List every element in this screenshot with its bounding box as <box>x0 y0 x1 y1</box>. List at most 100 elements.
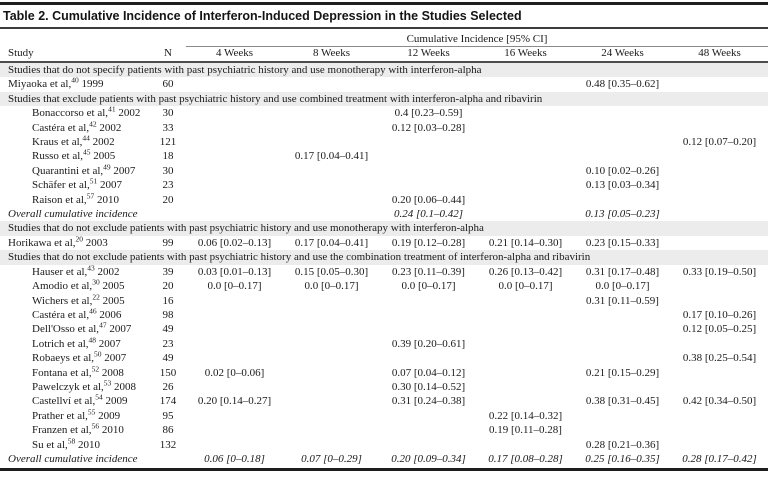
value-cell <box>671 207 768 221</box>
spacer-cell <box>0 29 150 46</box>
n-cell: 20 <box>162 280 174 293</box>
overall-incidence-row: Overall cumulative incidence 0.24 [0.1–0.… <box>0 207 768 221</box>
value-cell <box>380 294 477 308</box>
value-cell <box>186 351 283 365</box>
col-header-8-weeks: 8 Weeks <box>283 46 380 63</box>
value-cell: 0.12 [0.07–0.20] <box>682 136 757 149</box>
value-cell: 0.4 [0.23–0.59] <box>394 107 463 120</box>
n-cell: 23 <box>162 179 174 192</box>
value-cell <box>380 149 477 163</box>
study-row: Amodio et al,30 2005 20 0.0 [0–0.17] 0.0 [0… <box>0 279 768 293</box>
reference-superscript: 51 <box>89 178 98 186</box>
value-cell <box>186 135 283 149</box>
study-row: Prather et al,55 2009 95 0.22 [0.14–0.32] <box>0 409 768 423</box>
reference-superscript: 30 <box>92 279 100 287</box>
study-cell: Bonaccorso et al,41 2002 <box>32 106 141 120</box>
value-cell <box>477 337 574 351</box>
value-cell <box>380 77 477 91</box>
value-cell: 0.31 [0.24–0.38] <box>391 395 466 408</box>
value-cell: 0.30 [0.14–0.52] <box>391 380 466 393</box>
n-cell: 98 <box>162 308 174 321</box>
value-cell: 0.23 [0.15–0.33] <box>585 236 660 249</box>
study-cell: Robaeys et al,50 2007 <box>32 351 127 365</box>
value-cell: 0.22 [0.14–0.32] <box>488 409 563 422</box>
col-header-4-weeks: 4 Weeks <box>186 46 283 63</box>
reference-superscript: 48 <box>88 336 97 345</box>
value-cell <box>477 149 574 163</box>
study-cell: Russo et al,45 2005 <box>32 149 116 163</box>
value-cell <box>186 207 283 221</box>
value-cell <box>186 193 283 207</box>
value-cell <box>186 121 283 135</box>
value-cell <box>380 178 477 192</box>
study-row: Quarantini et al,49 2007 30 0.10 [0.02–0.2… <box>0 164 768 178</box>
value-cell <box>283 409 380 423</box>
value-cell <box>283 394 380 408</box>
value-cell: 0.13 [0.03–0.34] <box>585 179 660 192</box>
study-row: Hauser et al,43 2002 39 0.03 [0.01–0.13] 0.… <box>0 265 768 279</box>
value-cell <box>477 121 574 135</box>
value-cell <box>574 106 671 120</box>
value-cell <box>574 337 671 351</box>
section-header-row: Studies that do not exclude patients wit… <box>0 221 768 236</box>
study-cell: Overall cumulative incidence <box>8 452 138 465</box>
value-cell: 0.12 [0.05–0.25] <box>682 323 757 336</box>
value-cell <box>380 438 477 452</box>
study-row: Bonaccorso et al,41 2002 30 0.4 [0.23–0.59… <box>0 106 768 120</box>
n-cell: 23 <box>162 337 174 350</box>
value-cell <box>671 337 768 351</box>
study-cell: Horikawa et al,20 2003 <box>8 235 108 249</box>
value-cell <box>477 294 574 308</box>
value-cell <box>574 351 671 365</box>
value-cell <box>283 164 380 178</box>
study-cell: Prather et al,55 2009 <box>32 408 121 422</box>
value-cell <box>574 193 671 207</box>
study-cell: Raison et al,57 2010 <box>32 192 119 206</box>
value-cell: 0.06 [0–0.18] <box>204 452 265 465</box>
value-cell: 0.28 [0.21–0.36] <box>585 438 660 451</box>
value-cell: 0.25 [0.16–0.35] <box>585 452 660 465</box>
value-cell: 0.0 [0–0.17] <box>207 280 262 293</box>
study-row: Castéra et al,42 2002 33 0.12 [0.03–0.28] <box>0 121 768 135</box>
value-cell <box>671 193 768 207</box>
study-row: Schäfer et al,51 2007 23 0.13 [0.03–0.34] <box>0 178 768 192</box>
section-header: Studies that do not specify patients wit… <box>0 62 768 78</box>
value-cell <box>671 409 768 423</box>
value-cell: 0.23 [0.11–0.39] <box>392 265 465 278</box>
column-header-row: Study N 4 Weeks 8 Weeks 12 Weeks 16 Week… <box>0 46 768 63</box>
value-cell <box>283 106 380 120</box>
value-cell <box>574 423 671 437</box>
value-cell: 0.19 [0.12–0.28] <box>391 236 466 249</box>
n-cell <box>150 452 186 466</box>
study-cell: Hauser et al,43 2002 <box>32 264 120 278</box>
n-cell: 174 <box>159 395 177 408</box>
n-cell: 26 <box>162 380 174 393</box>
value-cell: 0.12 [0.03–0.28] <box>391 121 466 134</box>
study-cell: Fontana et al,52 2008 <box>32 365 124 379</box>
n-cell: 60 <box>162 78 174 91</box>
value-cell <box>477 178 574 192</box>
value-cell <box>477 438 574 452</box>
top-rule <box>0 2 768 5</box>
value-cell <box>283 294 380 308</box>
value-cell <box>380 135 477 149</box>
value-cell <box>671 106 768 120</box>
value-cell: 0.17 [0.04–0.41] <box>294 150 369 163</box>
value-cell <box>671 178 768 192</box>
value-cell: 0.19 [0.11–0.28] <box>489 424 562 437</box>
value-cell <box>186 322 283 336</box>
value-cell <box>477 164 574 178</box>
reference-superscript: 57 <box>86 192 95 200</box>
value-cell <box>283 178 380 192</box>
value-cell: 0.0 [0–0.17] <box>595 280 650 293</box>
value-cell <box>671 121 768 135</box>
value-cell <box>186 149 283 163</box>
col-header-16-weeks: 16 Weeks <box>477 46 574 63</box>
reference-superscript: 46 <box>89 307 97 316</box>
value-cell: 0.02 [0–0.06] <box>204 366 265 379</box>
value-cell: 0.42 [0.34–0.50] <box>682 395 757 408</box>
study-cell: Quarantini et al,49 2007 <box>32 163 136 177</box>
n-cell: 16 <box>162 294 174 307</box>
value-cell <box>283 207 380 221</box>
value-cell: 0.31 [0.11–0.59] <box>586 294 659 307</box>
